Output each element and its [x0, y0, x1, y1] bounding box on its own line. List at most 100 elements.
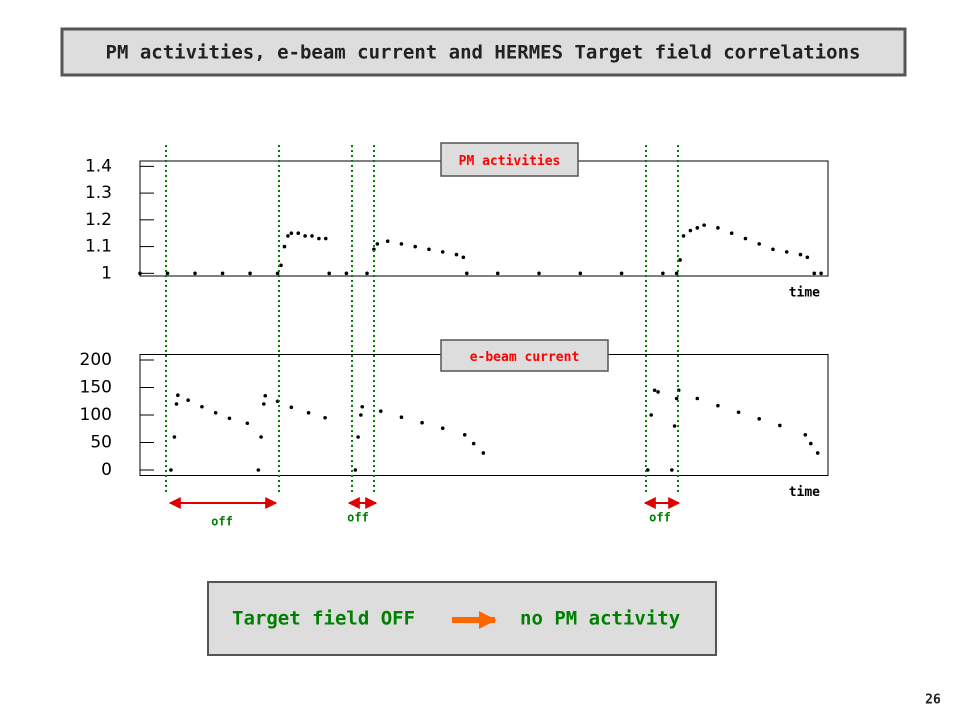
y-tick-label: 1.4	[85, 156, 112, 176]
data-point	[656, 390, 660, 394]
data-point	[344, 271, 349, 276]
data-point	[286, 234, 290, 238]
data-point	[471, 441, 476, 446]
data-point	[757, 417, 761, 421]
chart-title: PM activities	[459, 154, 561, 169]
data-point	[186, 398, 190, 402]
data-point	[323, 415, 327, 420]
data-point	[379, 409, 383, 413]
data-point	[537, 271, 541, 276]
data-point	[771, 247, 775, 252]
data-point	[169, 468, 173, 472]
data-point	[661, 271, 665, 276]
plot-frame	[139, 354, 829, 476]
y-tick-label: 50	[90, 433, 112, 453]
data-point	[356, 435, 360, 439]
separators	[165, 145, 679, 495]
data-point	[778, 423, 782, 428]
data-point	[275, 271, 280, 276]
data-point	[812, 271, 817, 276]
data-point	[757, 242, 761, 246]
data-point	[678, 258, 682, 262]
data-point	[365, 271, 369, 276]
data-point	[454, 252, 459, 257]
data-point	[359, 413, 363, 417]
chart-title: e-beam current	[470, 350, 580, 365]
data-point	[327, 271, 332, 276]
conclusion-right: no PM activity	[520, 608, 680, 630]
y-tick-label: 0	[101, 460, 112, 480]
data-point	[702, 223, 706, 227]
data-point	[303, 234, 307, 238]
data-point	[399, 242, 404, 246]
y-tick-label: 1.2	[85, 210, 112, 230]
data-point	[805, 255, 810, 260]
title-box	[60, 27, 907, 77]
plot-frame	[139, 160, 829, 277]
off-label: off	[347, 511, 369, 525]
data-point	[353, 468, 358, 472]
data-point	[310, 234, 314, 238]
data-point	[317, 236, 321, 241]
data-point	[213, 411, 218, 415]
data-point	[481, 451, 486, 455]
data-point	[716, 403, 720, 408]
data-point	[289, 405, 294, 410]
data-point	[399, 415, 404, 420]
data-point	[809, 441, 813, 446]
data-point	[220, 271, 225, 276]
data-point	[649, 413, 653, 417]
off-label: off	[649, 511, 671, 525]
conclusion-left: Target field OFF	[232, 608, 415, 630]
y-tick-label: 1	[101, 263, 112, 283]
data-point	[248, 271, 252, 276]
data-point	[462, 433, 467, 437]
page-number: 26	[925, 693, 941, 708]
data-point	[743, 236, 748, 241]
data-point	[165, 271, 170, 276]
data-point	[688, 228, 693, 233]
data-point	[695, 396, 700, 401]
data-point	[681, 234, 686, 238]
data-point	[262, 402, 266, 406]
data-point	[413, 244, 418, 249]
data-point	[200, 404, 204, 409]
data-point	[672, 424, 677, 428]
data-point	[670, 468, 674, 472]
data-point	[193, 271, 197, 276]
data-point	[375, 242, 380, 246]
data-point	[461, 255, 466, 260]
data-point	[289, 231, 294, 236]
off-label: off	[211, 515, 233, 529]
data-point	[465, 271, 469, 276]
data-point	[138, 271, 142, 276]
data-point	[282, 244, 287, 249]
y-tick-label: 150	[80, 378, 112, 398]
data-point	[360, 404, 365, 409]
data-point	[803, 433, 808, 437]
data-point	[174, 402, 179, 406]
charts: 1 1.1 1.2 1.3 1.4 time PM activities 0 50 100 150 2…	[80, 142, 829, 500]
data-point	[619, 271, 624, 276]
data-point	[440, 250, 445, 254]
data-point	[674, 396, 679, 401]
data-point	[385, 239, 390, 244]
x-axis-label: time	[789, 286, 820, 301]
y-tick-label: 100	[80, 405, 112, 425]
data-point	[729, 231, 734, 236]
data-point	[256, 468, 261, 472]
data-point	[296, 231, 301, 236]
data-point	[819, 271, 823, 276]
data-point	[259, 435, 263, 439]
data-point	[736, 410, 741, 415]
data-point	[306, 411, 311, 415]
data-point	[440, 426, 445, 431]
y-tick-label: 1.3	[85, 183, 112, 203]
chart-title-box	[440, 339, 609, 372]
data-point	[427, 247, 431, 252]
data-point	[495, 271, 500, 276]
data-point	[578, 271, 583, 276]
data-point	[652, 388, 657, 393]
